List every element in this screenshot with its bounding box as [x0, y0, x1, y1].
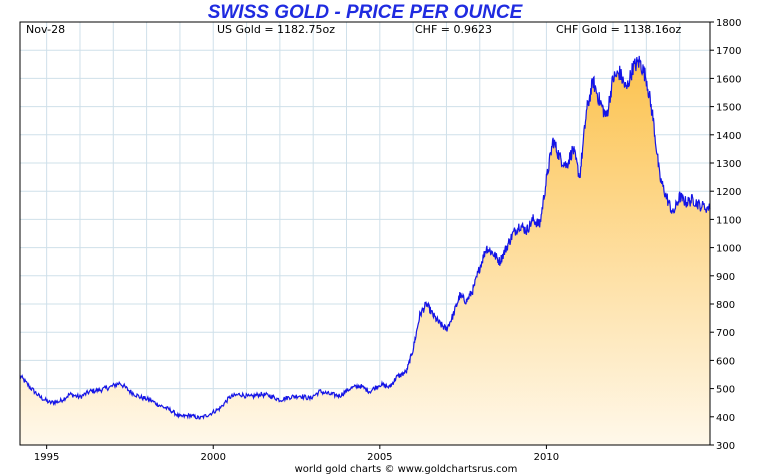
- y-tick-label: 300: [716, 441, 735, 452]
- y-tick-label: 400: [716, 413, 735, 424]
- y-tick-label: 1400: [716, 131, 741, 142]
- y-tick-label: 1100: [716, 215, 741, 226]
- plot-frame: [19, 21, 711, 446]
- price-line: [19, 55, 711, 420]
- header-chf-rate: CHF = 0.9623: [415, 23, 492, 36]
- price-area: [20, 55, 710, 446]
- x-axis: 1995 2000 2005 2010: [34, 445, 559, 463]
- y-tick-label: 500: [716, 385, 735, 396]
- credit-text: world gold charts © www.goldchartsrus.co…: [295, 464, 518, 475]
- x-tick-label: 1995: [34, 452, 59, 463]
- x-tick-label: 2000: [201, 452, 226, 463]
- y-tick-label: 1200: [716, 187, 741, 198]
- y-tick-label: 1800: [716, 18, 741, 29]
- header-date: Nov-28: [26, 23, 65, 36]
- y-tick-label: 1700: [716, 46, 741, 57]
- y-tick-label: 900: [716, 272, 735, 283]
- y-axis: 300 400 500 600 700 800 900 1000 1100 1200 1300 140…: [710, 18, 741, 452]
- y-tick-label: 700: [716, 328, 735, 339]
- chart-title: SWISS GOLD - PRICE PER OUNCE: [207, 2, 523, 23]
- x-tick-label: 2005: [367, 452, 392, 463]
- y-tick-label: 1000: [716, 244, 741, 255]
- y-tick-label: 800: [716, 300, 735, 311]
- y-tick-label: 1600: [716, 74, 741, 85]
- y-tick-label: 1300: [716, 159, 741, 170]
- x-tick-label: 2010: [534, 452, 559, 463]
- y-tick-label: 600: [716, 356, 735, 367]
- header-us-gold: US Gold = 1182.75oz: [217, 23, 335, 36]
- header-chf-gold: CHF Gold = 1138.16oz: [556, 23, 681, 36]
- y-tick-label: 1500: [716, 103, 741, 114]
